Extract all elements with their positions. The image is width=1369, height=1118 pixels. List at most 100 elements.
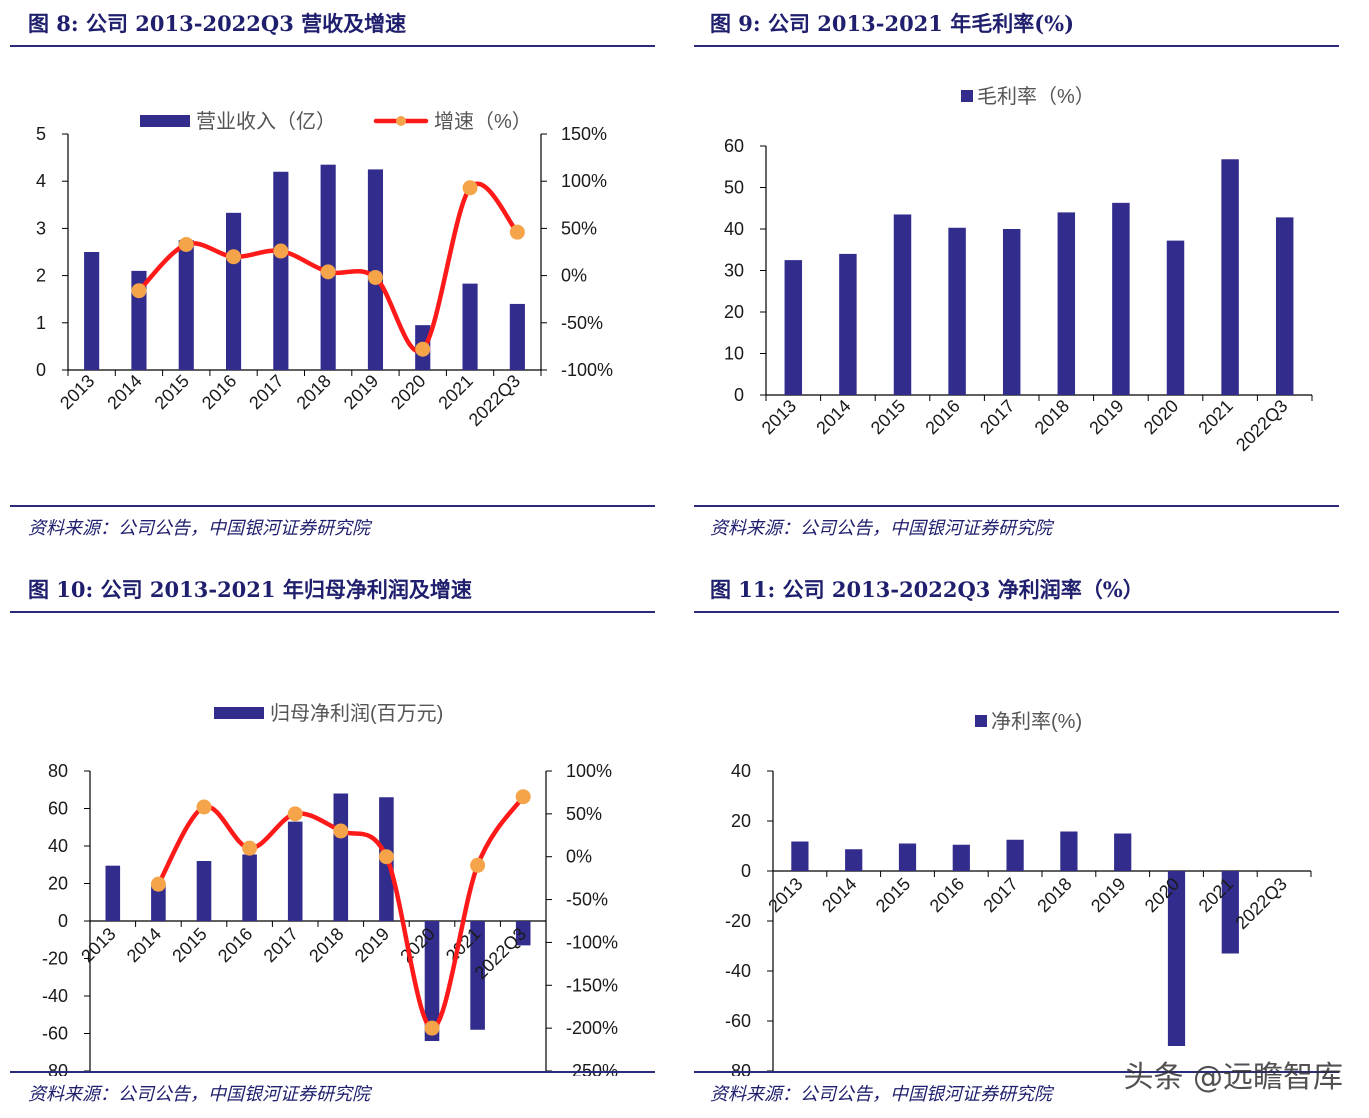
y-tick-label: 60: [724, 136, 744, 156]
x-tick-label: 2015: [151, 371, 193, 413]
figure-10-top-rule: [10, 611, 655, 613]
y-tick-label: 60: [48, 799, 68, 819]
x-tick-label: 2021: [434, 371, 476, 413]
bar-2020: [1167, 871, 1186, 1046]
x-tick-label: 2020: [387, 371, 429, 413]
growth-marker: [273, 243, 289, 259]
figure-10-bottom-rule: [10, 1071, 655, 1073]
figure-10-panel: 图 10: 公司 2013-2021 年归母净利润及增速 -80 -60 -40 -2…: [0, 566, 684, 1118]
y-right-tick-label: 150%: [561, 124, 607, 144]
figure-9-bottom-rule: [694, 505, 1339, 507]
y-tick-label: 2: [36, 266, 46, 286]
x-tick-label: 2022Q3: [465, 371, 524, 430]
bar-2013: [84, 252, 100, 370]
legend-label: 归母净利润(百万元): [270, 702, 443, 725]
bar-2016: [952, 844, 970, 871]
y-tick-label: 20: [48, 874, 68, 894]
figure-11-source: 资料来源：公司公告，中国银河证券研究院: [710, 1084, 1052, 1105]
x-tick-label: 2021: [1194, 396, 1236, 438]
y-right-tick-label: 100%: [561, 171, 607, 191]
y-tick-label: 0: [36, 360, 46, 380]
x-tick-label: 2018: [1031, 396, 1073, 438]
y-right-tick-label: -50%: [566, 890, 608, 910]
y-tick-label: 80: [48, 761, 68, 781]
bar-2013: [791, 841, 809, 871]
figure-10-title: 图 10: 公司 2013-2021 年归母净利润及增速: [28, 577, 472, 602]
figure-9-title: 图 9: 公司 2013-2021 年毛利率(%): [710, 11, 1075, 36]
figure-11-top-rule: [694, 611, 1339, 613]
bar-2017: [1006, 839, 1024, 871]
growth-marker: [470, 857, 486, 873]
growth-marker: [150, 876, 166, 892]
y-right-tick-label: -250%: [566, 1061, 618, 1076]
figure-10-chart: -80 -60 -40 -20 0 20 40 60 80 -250% -200% -150% -100…: [42, 702, 618, 1076]
y-tick-label: 20: [724, 302, 744, 322]
x-tick-label: 2013: [56, 371, 98, 413]
bar-2022Q3: [509, 303, 525, 370]
figure-8-title: 图 8: 公司 2013-2022Q3 营收及增速: [28, 11, 407, 36]
y-right-tick-label: 50%: [566, 804, 602, 824]
x-tick-label: 2014: [812, 396, 854, 438]
legend-label: 净利率(%): [991, 710, 1082, 733]
figure-8-source: 资料来源：公司公告，中国银河证券研究院: [28, 518, 370, 539]
legend-label: 增速（%）: [434, 110, 532, 133]
y-right-tick-label: -100%: [566, 932, 618, 952]
y-right-tick-label: 100%: [566, 761, 612, 781]
x-tick-label: 2020: [1140, 396, 1182, 438]
y-tick-label: 30: [724, 261, 744, 281]
growth-marker: [196, 799, 212, 815]
bar-2020: [424, 921, 440, 1041]
x-tick-label: 2019: [351, 924, 393, 966]
figure-11-title: 图 11: 公司 2013-2022Q3 净利润率（%）: [710, 577, 1144, 602]
x-tick-label: 2016: [921, 396, 963, 438]
legend-label: 营业收入（亿）: [196, 110, 336, 133]
x-tick-label: 2022Q3: [1231, 874, 1290, 933]
x-tick-label: 2017: [976, 396, 1018, 438]
growth-marker: [131, 283, 147, 299]
figure-8-chart: 0 1 2 3 4 5 -100% -50% 0% 50% 100% 150% 2013 2014 2015…: [36, 110, 613, 430]
figure-9-chart: 0 10 20 30 40 50 60 2013 2014 2015 2016 2017 2018 201…: [724, 85, 1313, 455]
bar-2013: [784, 260, 803, 395]
y-tick-label: 40: [731, 761, 751, 781]
growth-marker: [333, 823, 349, 839]
y-tick-label: 40: [724, 219, 744, 239]
bar-2016: [242, 854, 257, 921]
y-tick-label: 40: [48, 836, 68, 856]
growth-marker: [462, 180, 478, 196]
figure-9-panel: 图 9: 公司 2013-2021 年毛利率(%) 0 10 20 30 40 50 60 2…: [684, 0, 1369, 559]
x-tick-label: 2018: [305, 924, 347, 966]
growth-marker: [320, 264, 336, 280]
growth-marker: [242, 840, 258, 856]
y-tick-label: -60: [725, 1011, 751, 1031]
y-right-tick-label: -50%: [561, 313, 603, 333]
growth-marker: [378, 849, 394, 865]
bar-2020: [1166, 240, 1185, 395]
x-tick-label: 2015: [872, 874, 914, 916]
bar-2014: [839, 253, 857, 395]
bar-2021: [1221, 159, 1239, 395]
y-tick-label: 10: [724, 344, 744, 364]
x-tick-label: 2015: [867, 396, 909, 438]
y-tick-label: 0: [58, 911, 68, 931]
legend-bar-swatch: [214, 707, 264, 719]
x-tick-label: 2015: [168, 924, 210, 966]
figure-8-bottom-rule: [10, 505, 655, 507]
y-tick-label: 50: [724, 178, 744, 198]
bar-2021: [1221, 871, 1239, 954]
growth-marker: [287, 806, 303, 822]
growth-marker: [424, 1020, 440, 1036]
bar-2017: [287, 821, 303, 921]
y-tick-label: 5: [36, 124, 46, 144]
y-right-tick-label: 50%: [561, 218, 597, 238]
bar-2022Q3: [1275, 217, 1294, 395]
bar-2014: [151, 883, 166, 921]
bar-2019: [1114, 833, 1132, 871]
x-tick-label: 2022Q3: [1232, 396, 1291, 455]
x-tick-label: 2016: [214, 924, 256, 966]
y-tick-label: 1: [36, 313, 46, 333]
bar-2018: [1057, 212, 1076, 395]
x-tick-label: 2019: [1087, 874, 1129, 916]
y-right-tick-label: -200%: [566, 1018, 618, 1038]
growth-marker: [178, 236, 194, 252]
x-tick-label: 2016: [926, 874, 968, 916]
